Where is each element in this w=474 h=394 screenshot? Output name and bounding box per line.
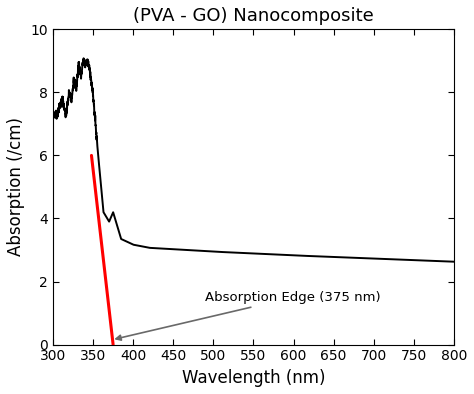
Title: (PVA - GO) Nanocomposite: (PVA - GO) Nanocomposite bbox=[133, 7, 374, 25]
Y-axis label: Absorption (/cm): Absorption (/cm) bbox=[7, 117, 25, 256]
Text: Absorption Edge (375 nm): Absorption Edge (375 nm) bbox=[116, 291, 381, 340]
X-axis label: Wavelength (nm): Wavelength (nm) bbox=[182, 369, 325, 387]
